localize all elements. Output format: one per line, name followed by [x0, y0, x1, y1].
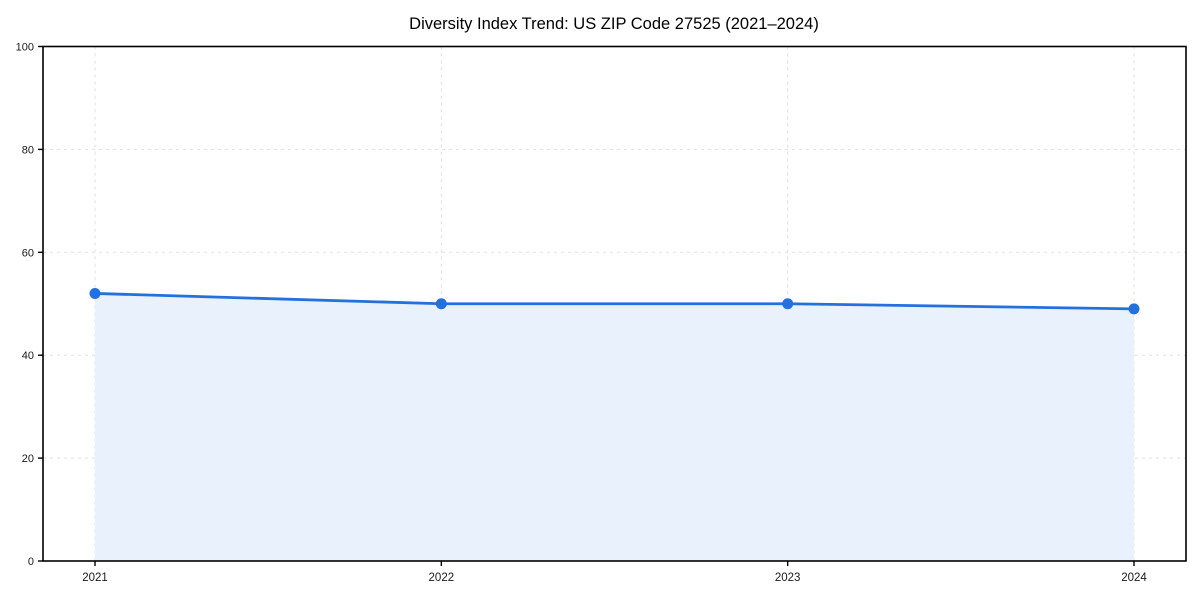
series-area	[95, 293, 1134, 561]
x-tick-label: 2023	[775, 572, 801, 584]
chart-title: Diversity Index Trend: US ZIP Code 27525…	[409, 15, 819, 33]
data-point-marker	[435, 298, 447, 310]
x-tick-label: 2024	[1121, 572, 1147, 584]
tick-marks	[38, 45, 1135, 566]
series-line	[93, 292, 1136, 311]
axes	[42, 45, 1187, 562]
x-tick-label: 2022	[429, 572, 455, 584]
tick-labels: 0 20 40 60 80 100 2021 2022 2023 2024	[16, 42, 1148, 585]
y-tick-label: 0	[28, 556, 34, 568]
data-point-marker	[1128, 303, 1140, 315]
data-point-marker	[782, 298, 794, 310]
area-fill	[95, 293, 1134, 561]
data-points	[89, 287, 1140, 315]
plot-border	[42, 45, 1187, 562]
y-tick-label: 60	[22, 247, 34, 259]
y-tick-label: 40	[22, 350, 34, 362]
y-tick-label: 100	[16, 42, 34, 54]
y-tick-label: 80	[22, 144, 34, 156]
data-point-marker	[89, 287, 101, 299]
x-tick-label: 2021	[82, 572, 108, 584]
y-tick-label: 20	[22, 453, 34, 465]
trend-line	[93, 292, 1136, 311]
